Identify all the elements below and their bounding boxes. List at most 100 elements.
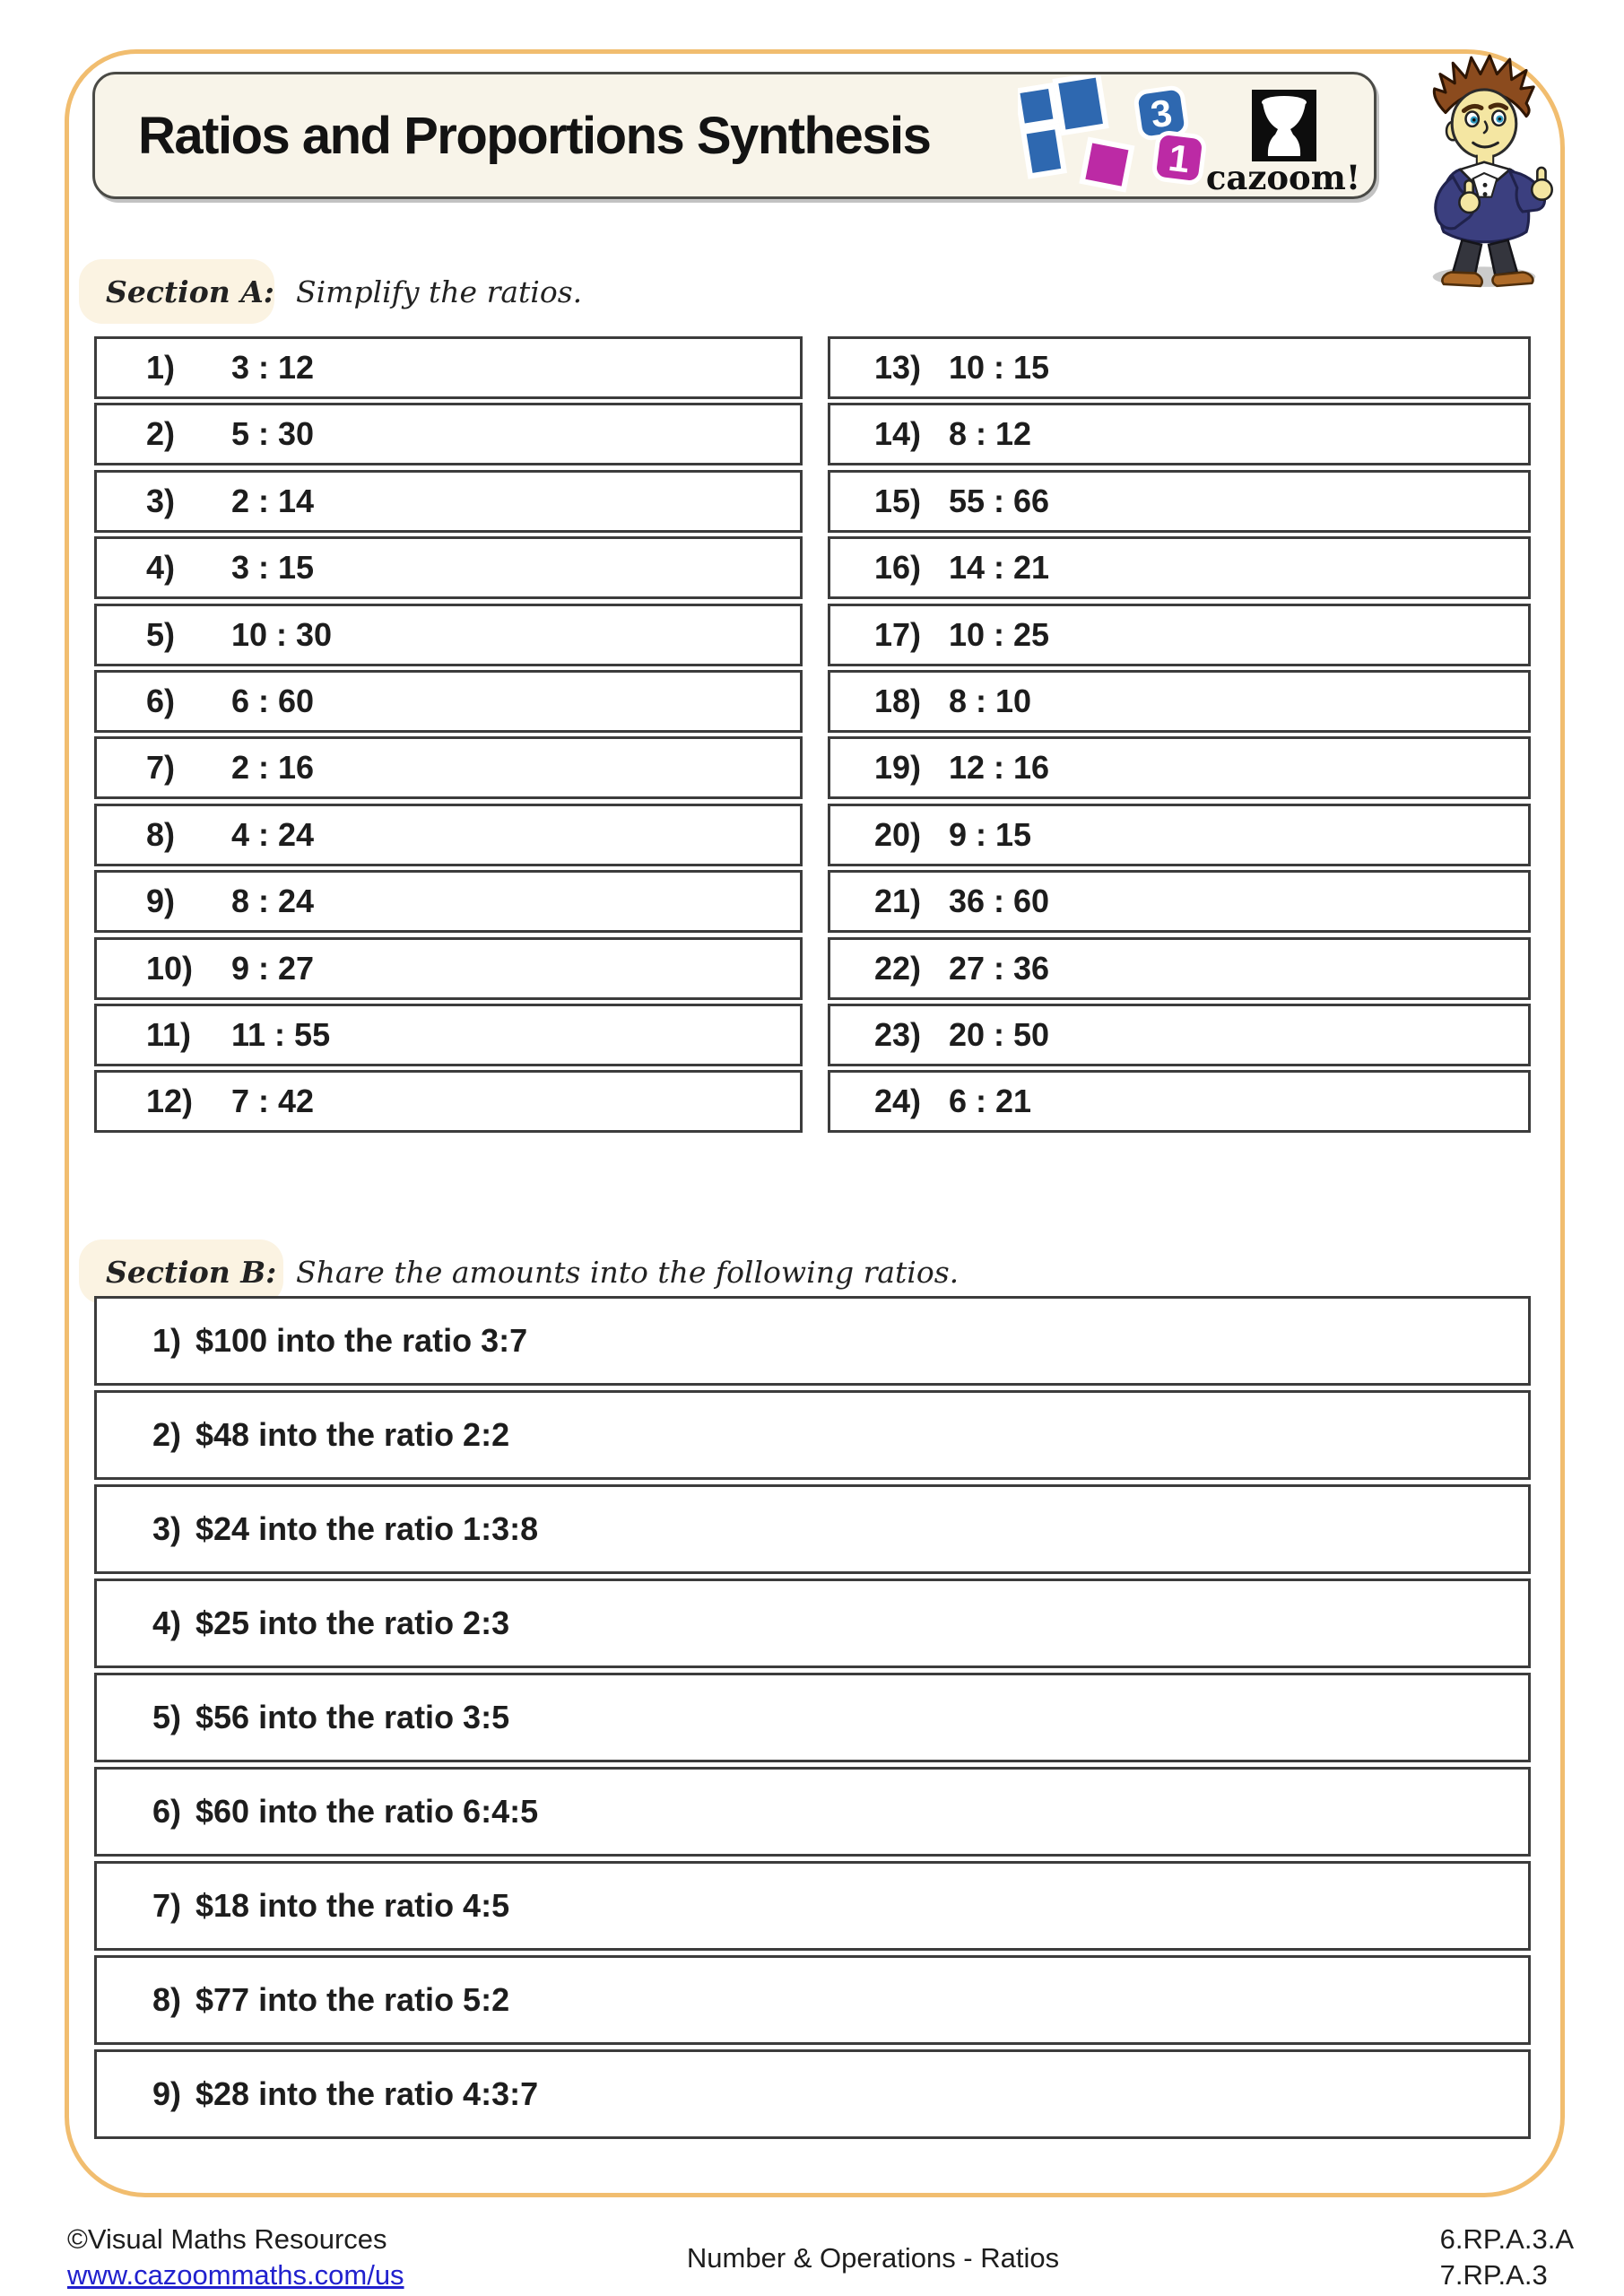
- section-b-table: 1) $100 into the ratio 3:7 2) $48 into the …: [94, 1296, 1531, 2144]
- sharing-question-row: 4) $25 into the ratio 2:3: [94, 1578, 1531, 1668]
- question-number: 23): [874, 1015, 922, 1053]
- question-number: 7): [152, 1887, 182, 1924]
- question-text: 3 : 15: [231, 549, 315, 587]
- section-b-label-pill: Section B:: [79, 1239, 283, 1304]
- question-text: 3 : 12: [231, 349, 315, 386]
- question-number: 4): [146, 549, 176, 587]
- footer-topic: Number & Operations - Ratios: [686, 2242, 1060, 2274]
- question-number: 3): [152, 1510, 182, 1547]
- question-number: 9): [146, 883, 176, 920]
- question-number: 2): [146, 415, 176, 453]
- question-text: $100 into the ratio 3:7: [195, 1322, 528, 1359]
- ratio-question-row: 1) 3 : 12: [94, 336, 803, 399]
- ratio-question-row: 14) 8 : 12: [828, 403, 1531, 466]
- question-text: 10 : 15: [949, 349, 1050, 386]
- question-text: $24 into the ratio 1:3:8: [195, 1510, 539, 1547]
- question-number: 20): [874, 815, 922, 853]
- question-number: 10): [146, 949, 194, 987]
- question-text: $25 into the ratio 2:3: [195, 1605, 510, 1641]
- ratio-question-row: 20) 9 : 15: [828, 803, 1531, 866]
- logo-tile-1-icon: 1: [1152, 131, 1206, 185]
- question-text: 36 : 60: [949, 883, 1050, 920]
- ratio-question-row: 11) 11 : 55: [94, 1003, 803, 1066]
- question-text: 10 : 25: [949, 615, 1050, 653]
- question-number: 11): [146, 1015, 192, 1053]
- question-number: 16): [874, 549, 922, 587]
- question-text: 27 : 36: [949, 949, 1050, 987]
- question-text: 55 : 66: [949, 482, 1050, 519]
- ratio-question-row: 3) 2 : 14: [94, 469, 803, 533]
- question-text: 2 : 16: [231, 749, 315, 787]
- logo-brand-text: cazoom!: [1206, 158, 1360, 196]
- sharing-question-row: 8) $77 into the ratio 5:2: [94, 1955, 1531, 2045]
- question-text: 14 : 21: [949, 549, 1050, 587]
- page-title: Ratios and Proportions Synthesis: [138, 106, 932, 165]
- section-a-left-column: 1) 3 : 12 2) 5 : 30 3) 2 : 14 4) 3 : 15 5) 10 : 3…: [94, 336, 803, 1137]
- question-number: 18): [874, 682, 922, 719]
- logo-magenta-square-icon: [1079, 136, 1135, 193]
- question-number: 12): [146, 1083, 194, 1120]
- ratio-question-row: 17) 10 : 25: [828, 603, 1531, 666]
- question-number: 13): [874, 349, 922, 386]
- question-text: 8 : 10: [949, 682, 1032, 719]
- ratio-question-row: 22) 27 : 36: [828, 936, 1531, 1000]
- page-border: [65, 49, 1565, 2197]
- ratio-question-row: 7) 2 : 16: [94, 736, 803, 800]
- question-text: 2 : 14: [231, 482, 315, 519]
- standard-code: 6.RP.A.3.A: [1439, 2223, 1574, 2255]
- ratio-question-row: 10) 9 : 27: [94, 936, 803, 1000]
- question-number: 5): [152, 1699, 182, 1735]
- logo-tile-3-icon: 3: [1133, 85, 1189, 141]
- question-number: 15): [874, 482, 922, 519]
- copyright-text: ©Visual Maths Resources: [67, 2223, 387, 2255]
- question-number: 5): [146, 615, 176, 653]
- question-number: 19): [874, 749, 922, 787]
- website-link[interactable]: www.cazoommaths.com/us: [67, 2259, 404, 2291]
- question-text: 7 : 42: [231, 1083, 315, 1120]
- ratio-question-row: 16) 14 : 21: [828, 536, 1531, 600]
- ratio-question-row: 15) 55 : 66: [828, 469, 1531, 533]
- ratio-question-row: 4) 3 : 15: [94, 536, 803, 600]
- question-number: 14): [874, 415, 922, 453]
- question-text: $18 into the ratio 4:5: [195, 1887, 510, 1924]
- footer-left: ©Visual Maths Resources www.cazoommaths.…: [67, 2222, 404, 2293]
- question-number: 21): [874, 883, 922, 920]
- question-number: 8): [146, 815, 176, 853]
- question-number: 2): [152, 1416, 182, 1453]
- section-b-label: Section B:: [106, 1254, 277, 1290]
- question-number: 24): [874, 1083, 922, 1120]
- sharing-question-row: 3) $24 into the ratio 1:3:8: [94, 1484, 1531, 1574]
- question-text: 5 : 30: [231, 415, 315, 453]
- question-number: 1): [146, 349, 176, 386]
- sharing-question-row: 9) $28 into the ratio 4:3:7: [94, 2049, 1531, 2139]
- question-text: 11 : 55: [231, 1015, 331, 1053]
- question-text: $56 into the ratio 3:5: [195, 1699, 510, 1735]
- standard-code: 7.RP.A.3: [1439, 2259, 1548, 2291]
- question-text: $28 into the ratio 4:3:7: [195, 2075, 539, 2112]
- question-number: 4): [152, 1605, 182, 1641]
- question-text: 10 : 30: [231, 615, 333, 653]
- question-text: $48 into the ratio 2:2: [195, 1416, 510, 1453]
- section-a-instruction: Simplify the ratios.: [296, 274, 583, 309]
- footer-standards: 6.RP.A.3.A 7.RP.A.3: [1440, 2222, 1574, 2293]
- ratio-question-row: 18) 8 : 10: [828, 669, 1531, 733]
- ratio-question-row: 5) 10 : 30: [94, 603, 803, 666]
- cazoom-logo: 3 1 cazoom!: [1018, 75, 1360, 196]
- question-number: 8): [152, 1981, 182, 2018]
- ratio-question-row: 19) 12 : 16: [828, 736, 1531, 800]
- question-text: $77 into the ratio 5:2: [195, 1981, 510, 2018]
- question-text: $60 into the ratio 6:4:5: [195, 1793, 539, 1830]
- question-text: 4 : 24: [231, 815, 315, 853]
- ratio-question-row: 23) 20 : 50: [828, 1003, 1531, 1066]
- section-a-label-pill: Section A:: [79, 259, 274, 324]
- section-a-right-column: 13) 10 : 15 14) 8 : 12 15) 55 : 66 16) 14 : 21 1…: [828, 336, 1531, 1137]
- ratio-question-row: 13) 10 : 15: [828, 336, 1531, 399]
- question-text: 12 : 16: [949, 749, 1050, 787]
- sharing-question-row: 6) $60 into the ratio 6:4:5: [94, 1767, 1531, 1857]
- question-number: 6): [152, 1793, 182, 1830]
- question-text: 9 : 15: [949, 815, 1032, 853]
- section-b-instruction: Share the amounts into the following rat…: [296, 1254, 960, 1290]
- logo-window-icon: [1018, 75, 1109, 179]
- mascot-boy-illustration: [1432, 54, 1553, 288]
- question-number: 9): [152, 2075, 182, 2112]
